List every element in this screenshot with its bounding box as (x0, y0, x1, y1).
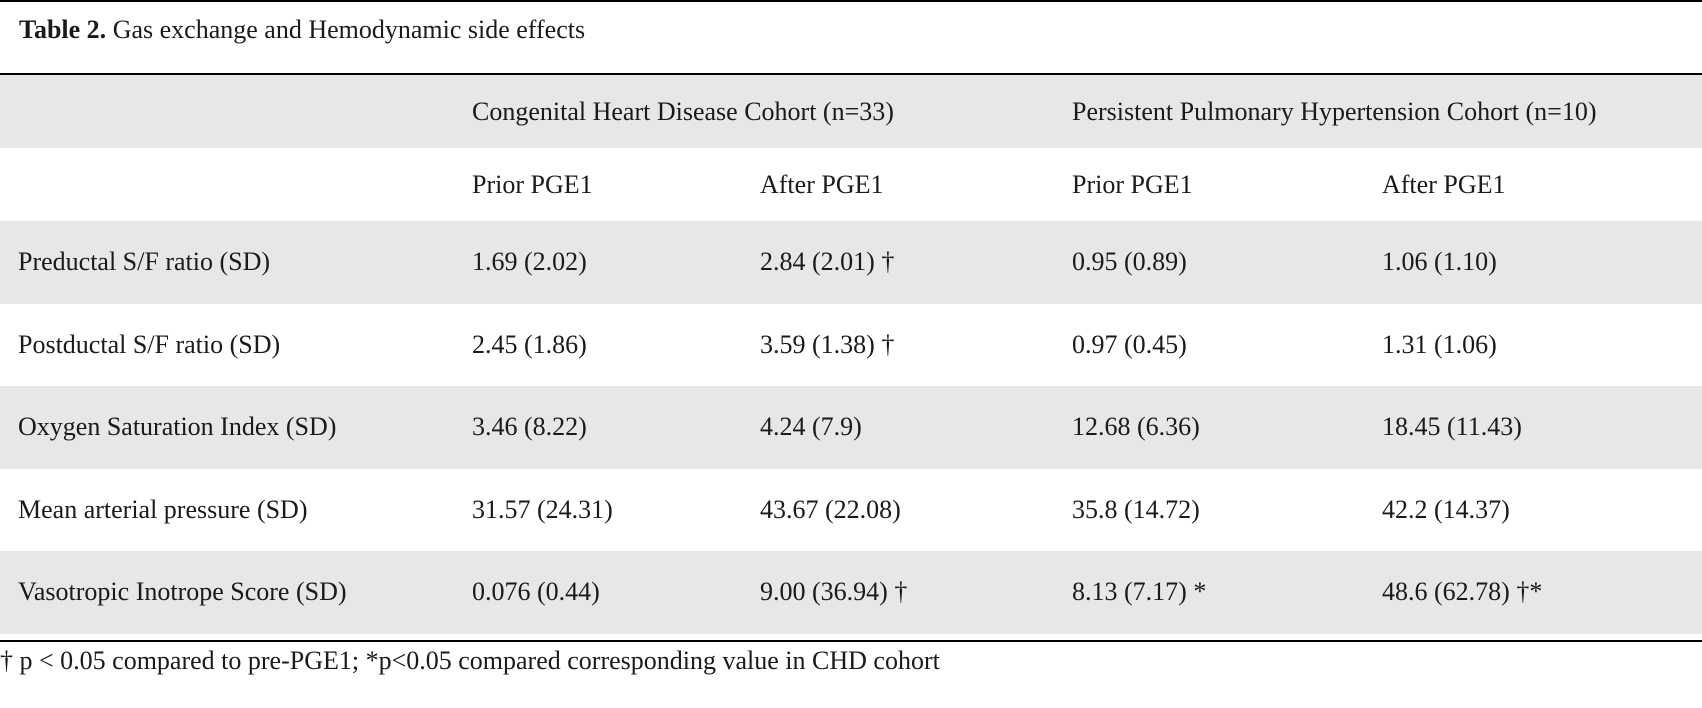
header-rule (0, 73, 1702, 75)
row-label: Mean arterial pressure (SD) (18, 494, 308, 524)
group-header-row: Congenital Heart Disease Cohort (n=33) P… (0, 75, 1702, 148)
bottom-rule (0, 640, 1702, 642)
data-table: Congenital Heart Disease Cohort (n=33) P… (0, 75, 1702, 634)
group-header-pph: Persistent Pulmonary Hypertension Cohort… (1072, 96, 1597, 126)
subheader-pph-prior: Prior PGE1 (1072, 169, 1193, 199)
table-cell: 9.00 (36.94) † (760, 577, 908, 607)
table-cell: 43.67 (22.08) (760, 494, 901, 524)
subheader-pph-after: After PGE1 (1382, 169, 1506, 199)
caption-label: Table 2. (19, 15, 107, 44)
caption-text: Gas exchange and Hemodynamic side effect… (106, 15, 586, 44)
table-cell: 0.97 (0.45) (1072, 329, 1187, 359)
table-footnote: † p < 0.05 compared to pre-PGE1; *p<0.05… (0, 646, 940, 675)
table-cell: 0.95 (0.89) (1072, 247, 1187, 277)
table-cell: 35.8 (14.72) (1072, 494, 1200, 524)
group-header-chd: Congenital Heart Disease Cohort (n=33) (472, 96, 894, 126)
table-cell: 3.59 (1.38) † (760, 329, 895, 359)
table-cell: 2.84 (2.01) † (760, 247, 895, 277)
table-cell: 2.45 (1.86) (472, 329, 587, 359)
table-cell: 1.69 (2.02) (472, 247, 587, 277)
table-cell: 18.45 (11.43) (1382, 412, 1522, 442)
row-label: Oxygen Saturation Index (SD) (18, 412, 337, 442)
top-rule (0, 0, 1702, 2)
subheader-chd-after: After PGE1 (760, 169, 884, 199)
table-cell: 12.68 (6.36) (1072, 412, 1200, 442)
table-cell: 0.076 (0.44) (472, 577, 600, 607)
row-label: Vasotropic Inotrope Score (SD) (18, 577, 347, 607)
table-cell: 42.2 (14.37) (1382, 494, 1510, 524)
table-cell: 4.24 (7.9) (760, 412, 862, 442)
table-row: Vasotropic Inotrope Score (SD) 0.076 (0.… (0, 551, 1702, 634)
table-row: Mean arterial pressure (SD) 31.57 (24.31… (0, 469, 1702, 552)
subheader-chd-prior: Prior PGE1 (472, 169, 593, 199)
table-row: Preductal S/F ratio (SD) 1.69 (2.02) 2.8… (0, 221, 1702, 304)
row-label: Postductal S/F ratio (SD) (18, 329, 281, 359)
subheader-row: Prior PGE1 After PGE1 Prior PGE1 After P… (0, 148, 1702, 221)
table-caption: Table 2. Gas exchange and Hemodynamic si… (19, 14, 585, 46)
table-row: Postductal S/F ratio (SD) 2.45 (1.86) 3.… (0, 304, 1702, 387)
row-label: Preductal S/F ratio (SD) (18, 247, 271, 277)
table-cell: 1.06 (1.10) (1382, 247, 1497, 277)
table-cell: 1.31 (1.06) (1382, 329, 1497, 359)
table-cell: 31.57 (24.31) (472, 494, 613, 524)
table-row: Oxygen Saturation Index (SD) 3.46 (8.22)… (0, 386, 1702, 469)
table-cell: 8.13 (7.17) * (1072, 577, 1207, 607)
table-cell: 48.6 (62.78) †* (1382, 577, 1543, 607)
table-cell: 3.46 (8.22) (472, 412, 587, 442)
